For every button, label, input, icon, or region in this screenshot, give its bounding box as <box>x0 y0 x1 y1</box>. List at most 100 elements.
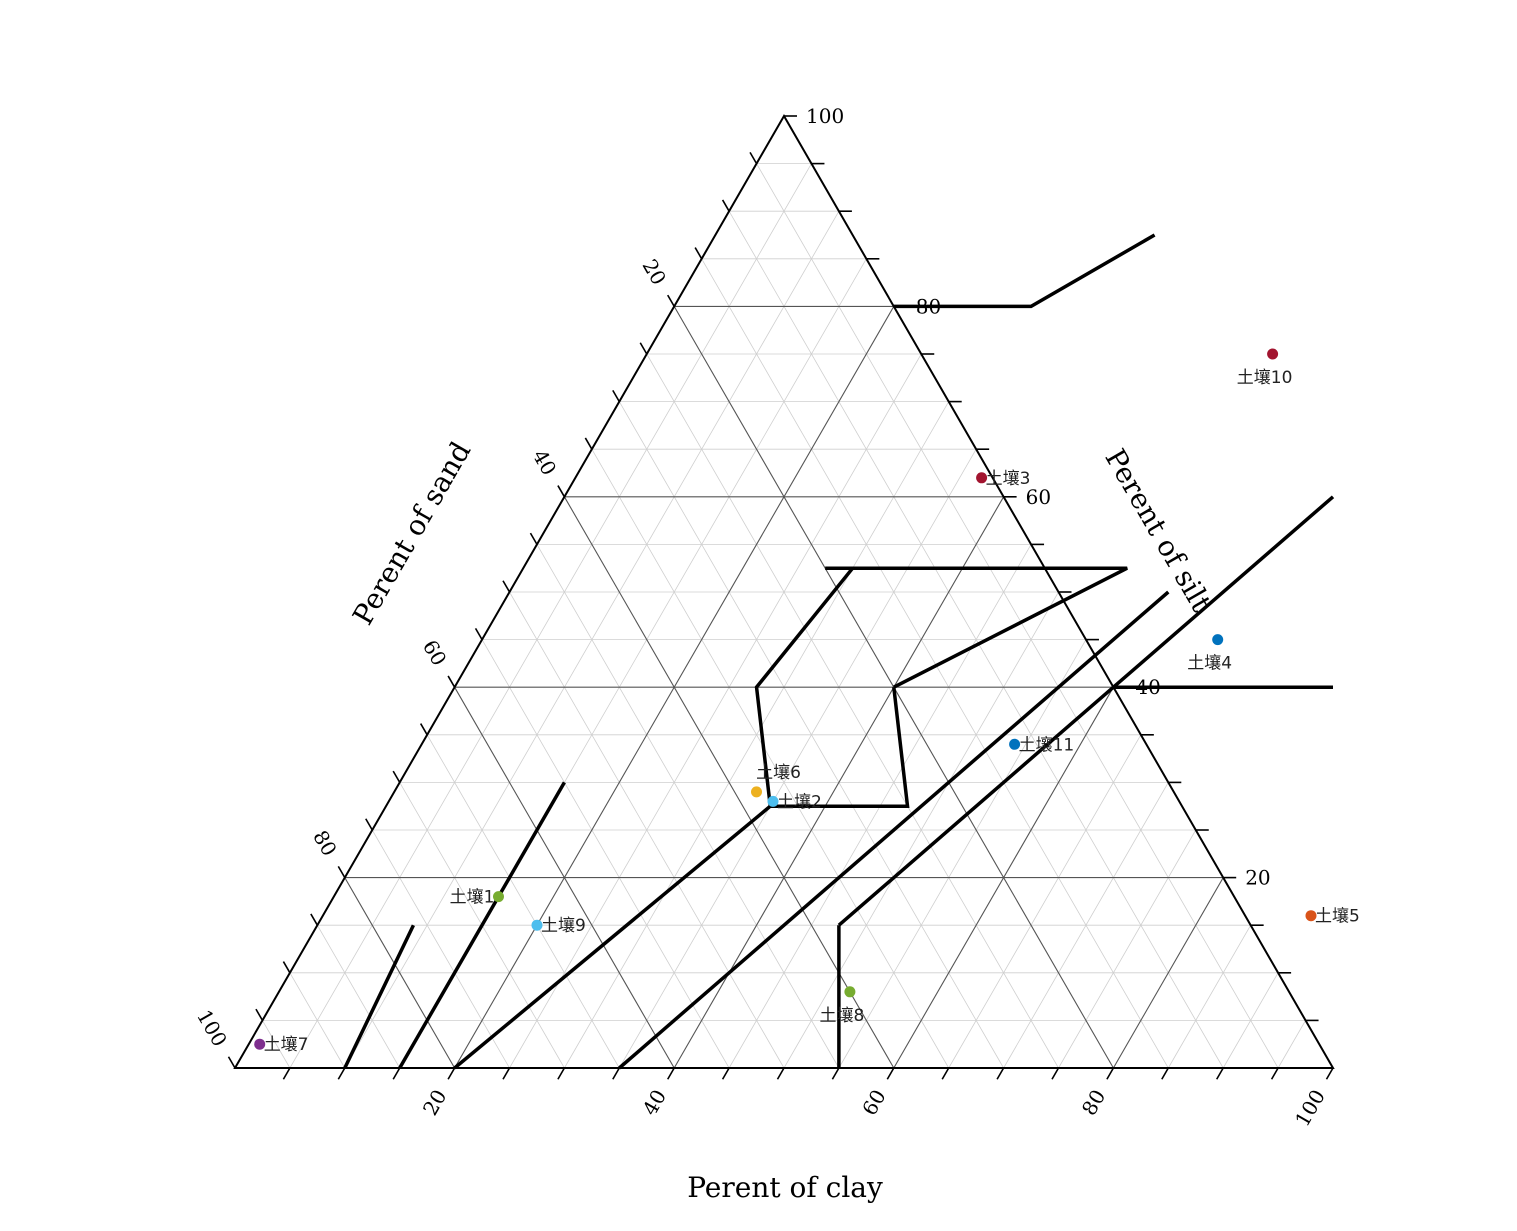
tick-sand-40 <box>557 485 566 498</box>
boundary-line-1 <box>343 924 415 1069</box>
silt-tick-label-100: 100 <box>806 104 844 128</box>
tick-sand-85 <box>310 913 319 926</box>
tick-sand-55 <box>474 627 483 640</box>
tick-sand-95 <box>255 1008 264 1021</box>
data-point-label-9: 土壤9 <box>541 915 586 936</box>
grid-minor-sand-5 <box>756 163 1279 1069</box>
tick-clay-45 <box>721 1067 730 1080</box>
sand-tick-label-20: 20 <box>638 255 672 289</box>
tick-sand-5 <box>749 151 758 164</box>
silt-tick-label-40: 40 <box>1135 675 1160 699</box>
tick-sand-60 <box>447 675 456 688</box>
tick-clay-60 <box>886 1067 895 1080</box>
tick-sand-20 <box>667 294 675 307</box>
tick-clay-15 <box>392 1067 401 1080</box>
data-point-label-4: 土壤4 <box>1187 653 1232 674</box>
tick-clay-30 <box>557 1067 566 1080</box>
tick-sand-35 <box>584 437 593 450</box>
major-grid <box>344 305 1224 1069</box>
grid-minor-clay-70 <box>1003 782 1169 1069</box>
tick-sand-15 <box>694 247 703 260</box>
grid-minor-sand-50 <box>509 591 785 1069</box>
tick-clay-75 <box>1051 1067 1060 1080</box>
grid-major-clay-80 <box>1112 877 1224 1069</box>
data-point-label-11: 土壤11 <box>1019 734 1075 755</box>
boundary-line-6 <box>770 686 910 808</box>
tick-clay-25 <box>502 1067 511 1080</box>
boundary-line-11 <box>893 233 1156 309</box>
tick-clay-90 <box>1216 1067 1224 1080</box>
grid-minor-sand-90 <box>289 972 346 1069</box>
tick-sand-70 <box>392 770 401 783</box>
data-point-9 <box>531 919 543 931</box>
silt-axis-title: Perent of silt <box>1098 443 1218 618</box>
clay-tick-label-60: 60 <box>857 1085 891 1119</box>
tick-sand-50 <box>502 580 511 593</box>
data-point-label-10: 土壤10 <box>1237 367 1293 388</box>
boundary-line-3 <box>453 804 772 1070</box>
silt-tick-label-80: 80 <box>916 294 941 318</box>
boundary-line-7 <box>825 566 1128 689</box>
sand-axis-title: Perent of sand <box>346 436 477 630</box>
minor-grid <box>262 163 1306 1069</box>
data-point-7 <box>254 1038 266 1050</box>
tick-sand-25 <box>639 342 648 355</box>
data-point-6 <box>751 786 762 798</box>
sand-tick-label-40: 40 <box>528 445 562 479</box>
clay-tick-label-20: 20 <box>418 1085 452 1119</box>
tick-sand-80 <box>337 865 346 878</box>
boundary-line-9 <box>837 495 1335 927</box>
tick-clay-100 <box>1325 1067 1334 1080</box>
tick-sand-65 <box>419 723 428 736</box>
data-point-label-8: 土壤8 <box>819 1005 864 1026</box>
sand-tick-label-100: 100 <box>192 1006 232 1051</box>
tick-clay-55 <box>831 1067 840 1080</box>
grid-minor-sand-85 <box>317 925 401 1069</box>
grid-major-sand-80 <box>344 877 456 1069</box>
sand-tick-label-60: 60 <box>418 636 452 670</box>
tick-clay-20 <box>447 1067 456 1080</box>
tick-clay-50 <box>776 1067 785 1080</box>
tick-sand-30 <box>612 389 620 402</box>
grid-minor-sand-75 <box>371 829 510 1069</box>
boundary-line-8 <box>754 567 854 807</box>
tick-sand-75 <box>365 818 373 831</box>
grid-major-sand-60 <box>454 686 675 1069</box>
grid-minor-clay-95 <box>1277 1020 1306 1069</box>
data-point-label-1: 土壤1 <box>450 887 495 908</box>
clay-tick-label-100: 100 <box>1290 1085 1330 1130</box>
data-point-4 <box>1212 634 1224 646</box>
tick-clay-35 <box>612 1067 620 1080</box>
grid-minor-clay-65 <box>948 734 1142 1069</box>
sample-points: 土壤1 土壤2 土壤3 土壤4 土壤5 土壤6 土壤7 土壤8 土壤9 土壤10 土壤11 <box>254 348 1360 1055</box>
tick-clay-65 <box>941 1067 950 1080</box>
tick-sand-90 <box>282 961 291 974</box>
grid-minor-clay-25 <box>509 353 922 1069</box>
tick-sand-10 <box>721 199 730 212</box>
texture-class-boundaries <box>343 233 1335 1070</box>
data-point-label-6: 土壤6 <box>756 762 801 783</box>
grid-minor-clay-85 <box>1167 925 1251 1069</box>
grid-minor-sand-55 <box>481 639 730 1069</box>
tick-clay-70 <box>996 1067 1005 1080</box>
tick-clay-10 <box>337 1067 346 1080</box>
tick-clay-85 <box>1161 1067 1169 1080</box>
boundary-line-4 <box>618 590 1170 1070</box>
tick-sand-45 <box>529 532 538 545</box>
axis-ticks <box>227 115 1334 1080</box>
grid-minor-sand-65 <box>426 734 620 1069</box>
data-point-1 <box>493 891 504 903</box>
data-point-8 <box>844 986 856 998</box>
clay-tick-label-80: 80 <box>1077 1085 1111 1119</box>
grid-minor-sand-95 <box>262 1020 291 1069</box>
grid-major-clay-60 <box>893 686 1114 1069</box>
data-point-label-5: 土壤5 <box>1315 906 1360 927</box>
silt-tick-label-60: 60 <box>1026 485 1051 509</box>
tick-sand-100 <box>227 1056 236 1069</box>
tick-clay-40 <box>667 1067 675 1080</box>
data-point-3 <box>976 472 988 484</box>
data-point-10 <box>1267 348 1279 360</box>
grid-minor-sand-35 <box>591 449 950 1069</box>
data-point-label-3: 土壤3 <box>986 468 1031 489</box>
